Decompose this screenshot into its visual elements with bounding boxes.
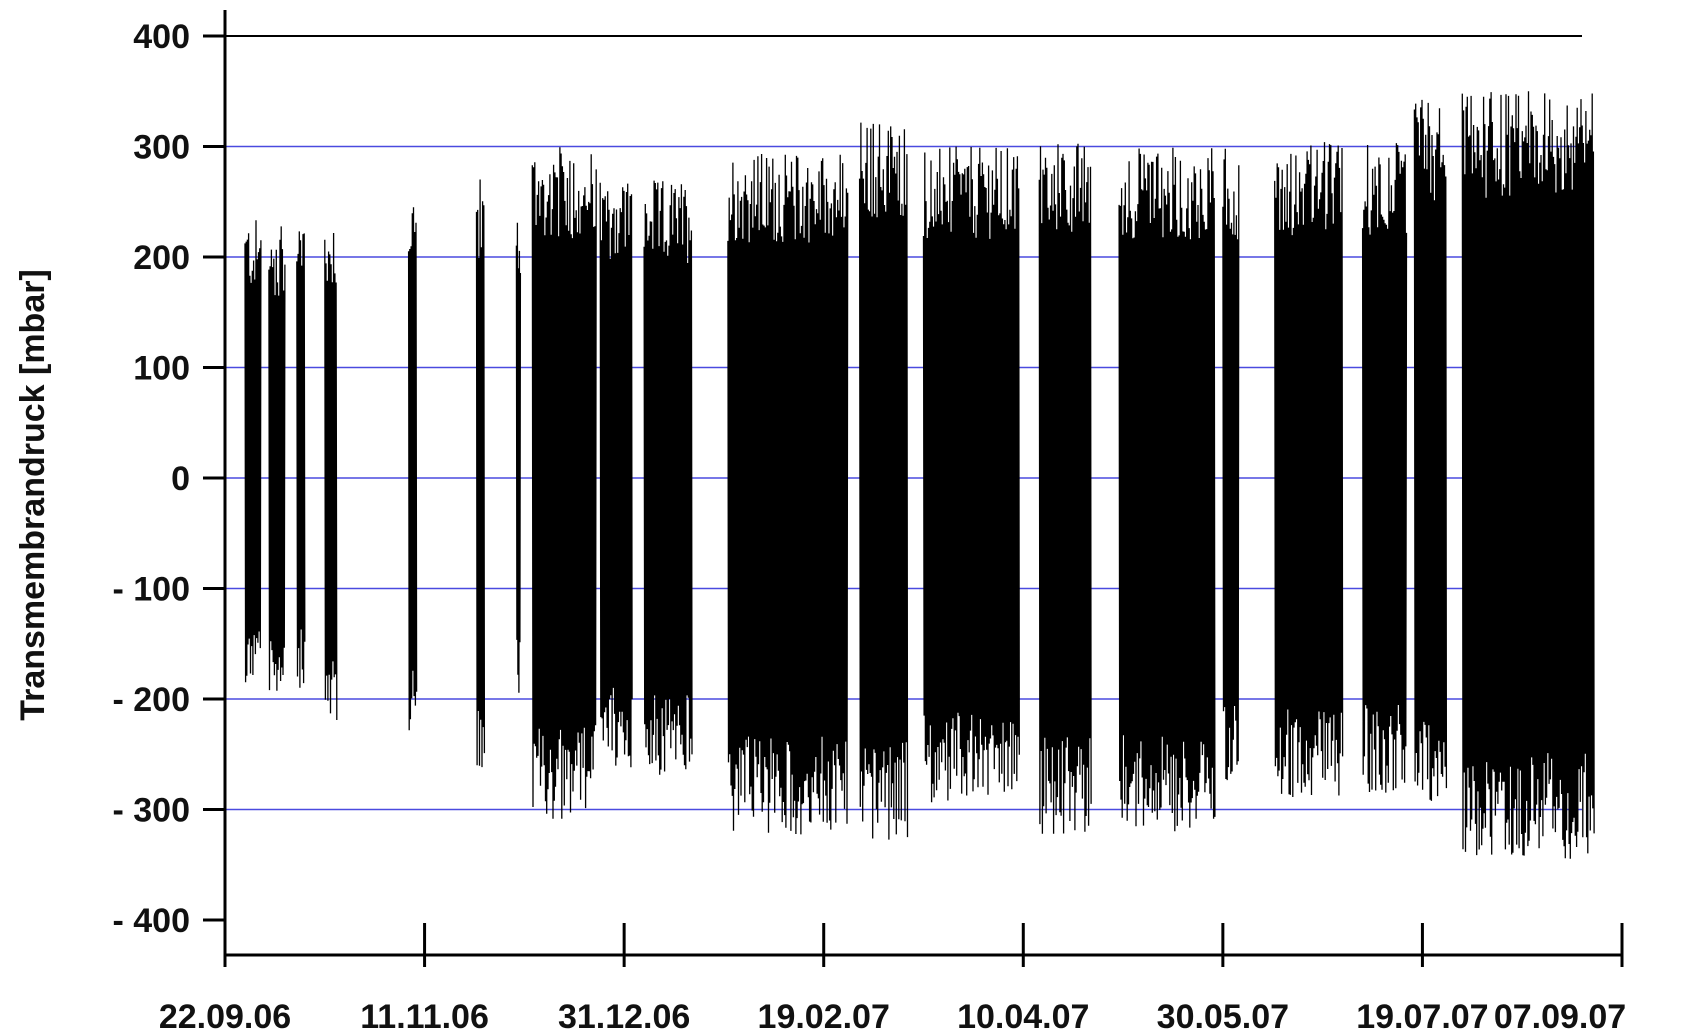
x-tick-layer: 22.09.06 11.11.06 31.12.06 19.02.07 10.04.07… <box>159 923 1626 1032</box>
x-tick-label: 19.02.07 <box>758 998 890 1032</box>
y-tick-label: 0 <box>171 460 190 498</box>
x-tick-label: 19.07.07 <box>1356 998 1488 1032</box>
y-tick-layer: 400 300 200 100 0 - 100 - 200 - 300 - 400 <box>113 18 225 940</box>
x-tick-label: 10.04.07 <box>957 998 1089 1032</box>
series-segment <box>599 182 633 768</box>
series-segment <box>1038 143 1092 834</box>
series-segment <box>268 226 286 691</box>
x-tick-label: 31.12.06 <box>558 998 690 1032</box>
series-segment <box>727 153 849 835</box>
x-tick-label: 11.11.06 <box>360 998 489 1032</box>
axis-layer <box>223 10 1622 967</box>
x-tick-label: 30.05.07 <box>1157 998 1289 1032</box>
series-segment <box>643 180 693 775</box>
y-tick-label: - 300 <box>113 792 191 830</box>
series-segment <box>1413 99 1448 801</box>
series-segment <box>1361 143 1408 793</box>
series-segment <box>515 222 522 693</box>
series-segment <box>1274 142 1344 798</box>
series-segment <box>1118 147 1216 832</box>
series-segment <box>296 231 306 688</box>
series-segment <box>475 179 486 768</box>
y-tick-label: 300 <box>133 129 190 167</box>
series-segment <box>324 232 338 721</box>
y-tick-label: - 400 <box>113 902 191 940</box>
y-tick-label: 400 <box>133 18 190 56</box>
series-segment <box>922 146 1020 803</box>
series-segment <box>407 207 418 731</box>
series-segment <box>244 220 262 683</box>
series-layer <box>244 91 1595 859</box>
x-tick-label: 07.09.07 <box>1494 998 1626 1032</box>
y-tick-label: 100 <box>133 350 190 388</box>
y-tick-label: - 200 <box>113 681 191 719</box>
series-segment <box>1461 91 1595 859</box>
series-segment <box>1222 148 1240 781</box>
y-axis-title: Transmembrandruck [mbar] <box>14 269 52 721</box>
series-segment <box>858 122 909 840</box>
series-segment <box>531 147 597 819</box>
x-tick-label: 22.09.06 <box>159 998 291 1032</box>
y-tick-label: - 100 <box>113 571 191 609</box>
y-tick-label: 200 <box>133 239 190 277</box>
